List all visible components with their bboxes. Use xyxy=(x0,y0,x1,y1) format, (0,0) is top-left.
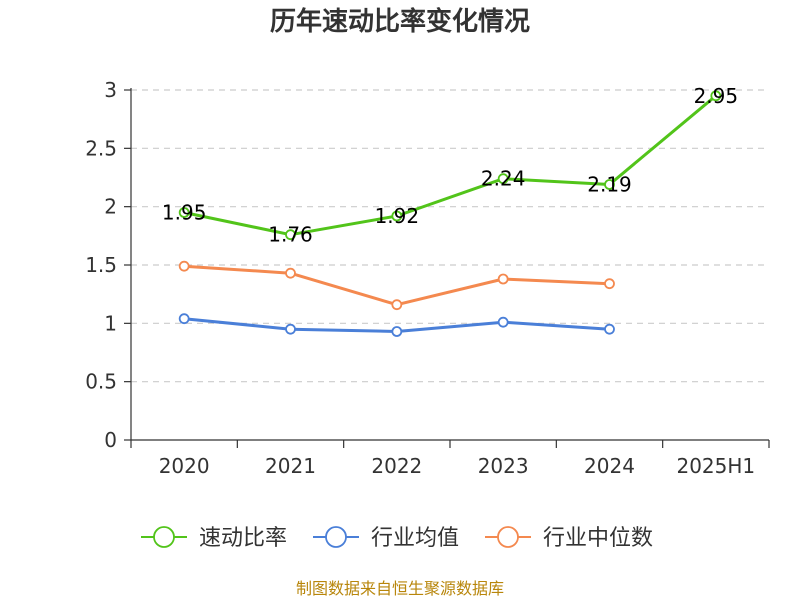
data-point xyxy=(497,173,509,185)
data-label: 1.92 xyxy=(375,204,420,228)
legend-marker xyxy=(497,526,519,548)
x-tick-label: 2022 xyxy=(371,454,422,478)
x-tick-label: 2020 xyxy=(159,454,210,478)
legend-marker xyxy=(325,526,347,548)
data-point xyxy=(178,207,190,218)
data-label: 1.95 xyxy=(162,201,207,225)
x-tick-label: 2023 xyxy=(478,454,529,478)
data-label: 2.95 xyxy=(694,84,739,108)
grid-lines xyxy=(131,89,769,383)
data-label: 2.24 xyxy=(481,167,526,191)
data-point xyxy=(604,179,615,190)
legend-label: 速动比率 xyxy=(199,526,287,551)
data-point xyxy=(285,229,296,241)
data-label: 2.19 xyxy=(587,173,632,197)
data-point xyxy=(391,299,403,311)
y-tick-label: 1 xyxy=(104,311,117,335)
y-tick-label: 0 xyxy=(104,428,117,452)
y-axis-ticks: 0 0.5 1 1.5 2 2.5 3 xyxy=(85,78,131,452)
data-label: 1.76 xyxy=(268,223,313,247)
data-point xyxy=(710,90,722,102)
source-note: 制图数据来自恒生聚源数据库 xyxy=(296,579,504,598)
y-tick-label: 3 xyxy=(104,78,117,102)
x-tick-label: 2021 xyxy=(265,454,316,478)
data-labels: 1.95 1.76 1.92 2.24 2.19 2.95 xyxy=(162,84,738,247)
y-tick-label: 0.5 xyxy=(85,370,117,394)
x-tick-label: 2024 xyxy=(584,454,635,478)
data-point xyxy=(391,326,403,337)
data-point xyxy=(178,313,190,325)
data-point xyxy=(497,273,509,285)
data-point xyxy=(604,278,615,290)
series-group xyxy=(178,90,722,337)
axes xyxy=(130,88,769,441)
legend-label: 行业均值 xyxy=(371,526,459,551)
legend-marker xyxy=(153,526,175,548)
data-point xyxy=(178,260,190,272)
y-tick-label: 2.5 xyxy=(85,136,117,160)
legend-label: 行业中位数 xyxy=(543,526,653,551)
y-tick-label: 2 xyxy=(104,195,117,219)
x-tick-label: 2025H1 xyxy=(676,454,755,478)
chart-title: 历年速动比率变化情况 xyxy=(270,6,530,37)
data-point xyxy=(391,210,403,222)
series-line xyxy=(183,94,717,237)
data-point xyxy=(285,267,296,279)
x-axis-ticks: 2020 2021 2022 2023 2024 2025H1 xyxy=(130,440,770,478)
y-tick-label: 1.5 xyxy=(85,253,117,277)
data-point xyxy=(285,323,296,335)
data-point xyxy=(497,316,509,328)
series-line xyxy=(184,264,610,307)
legend: 速动比率 行业均值 行业中位数 xyxy=(141,526,653,551)
data-point xyxy=(604,323,615,335)
